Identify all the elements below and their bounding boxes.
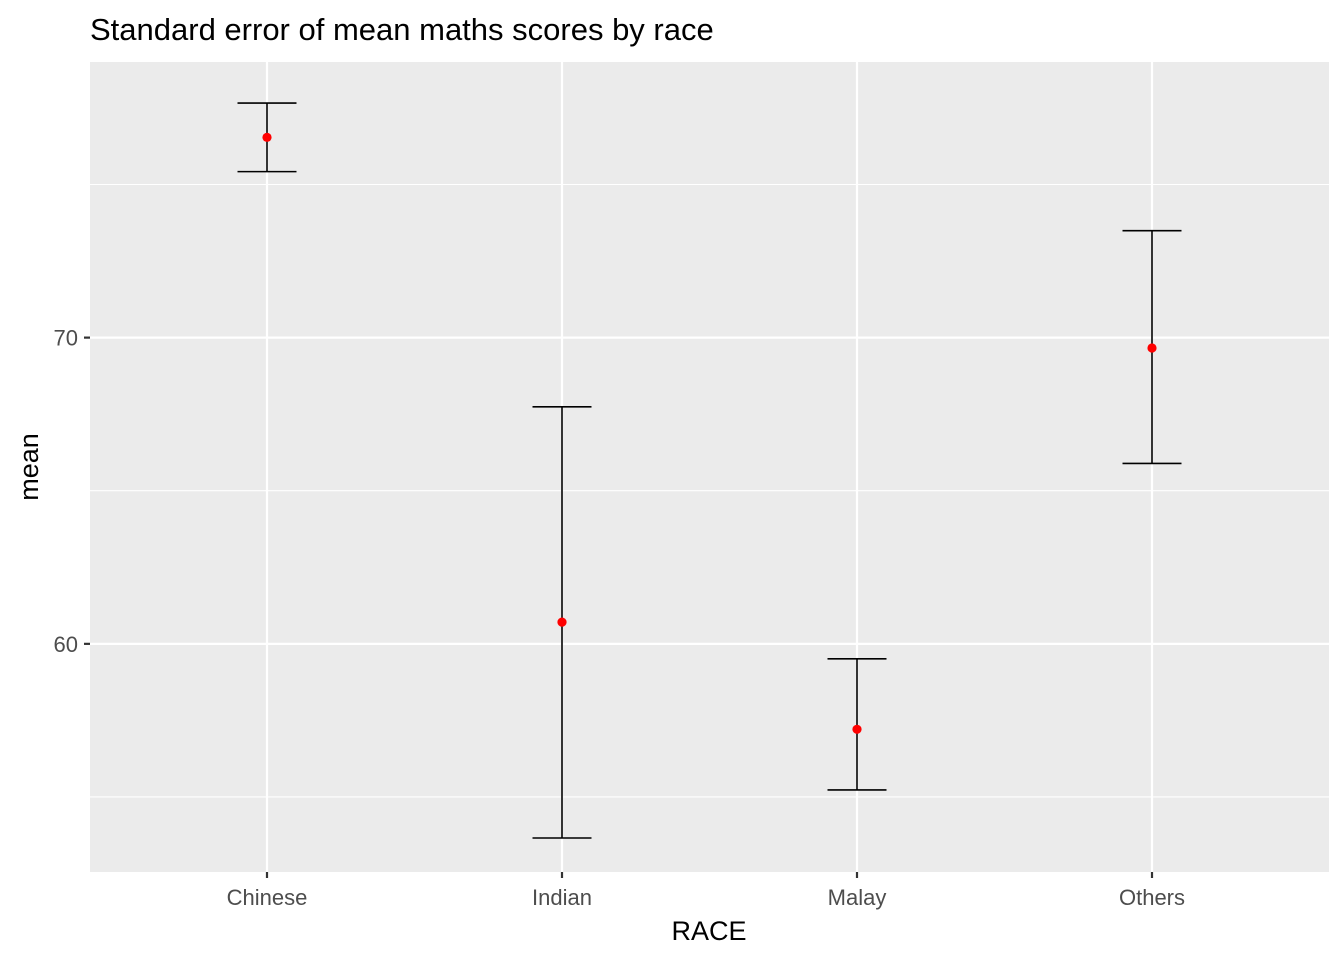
y-axis-title: mean bbox=[14, 433, 44, 501]
chart-title: Standard error of mean maths scores by r… bbox=[90, 12, 714, 47]
x-tick-label: Malay bbox=[828, 885, 887, 910]
y-tick-label: 60 bbox=[54, 632, 78, 657]
x-tick-label: Others bbox=[1119, 885, 1185, 910]
tick-labels: 60 70 Chinese Indian Malay Others bbox=[54, 326, 1186, 910]
x-tick-label: Chinese bbox=[227, 885, 308, 910]
axes bbox=[84, 336, 1154, 878]
y-tick-label: 70 bbox=[54, 326, 78, 351]
mean-point bbox=[852, 724, 862, 734]
points bbox=[262, 132, 1157, 734]
mean-point bbox=[557, 617, 567, 627]
grid-minor bbox=[90, 183, 1329, 798]
grid-major bbox=[90, 62, 1329, 872]
mean-point bbox=[1147, 343, 1157, 353]
mean-point bbox=[262, 132, 272, 142]
plot-panel bbox=[90, 62, 1329, 872]
x-axis-title: RACE bbox=[671, 916, 746, 946]
x-tick-label: Indian bbox=[532, 885, 592, 910]
